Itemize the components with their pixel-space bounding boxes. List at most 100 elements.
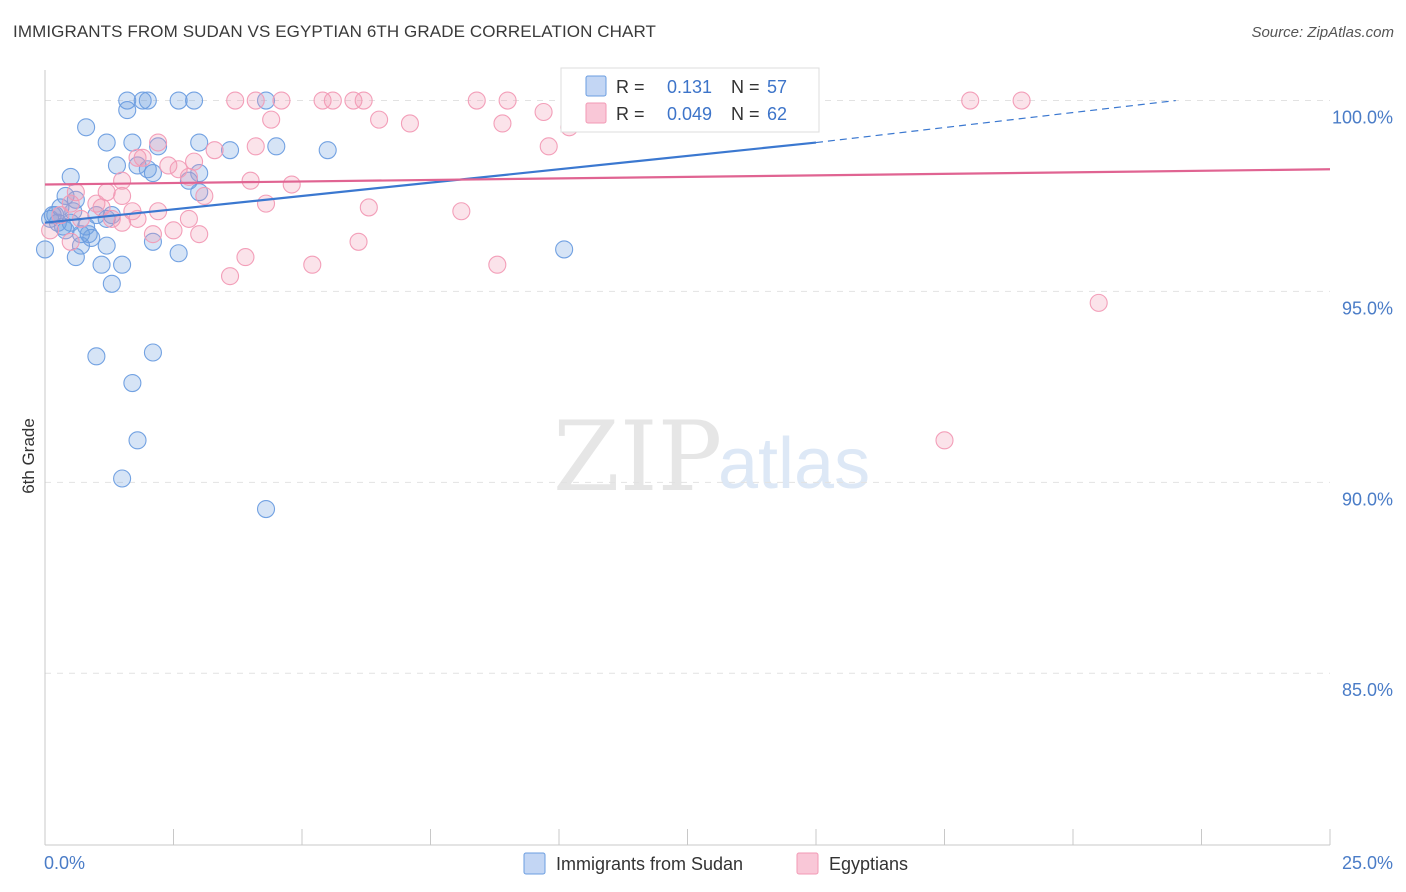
egyptians-point bbox=[246, 137, 265, 156]
sudan-point bbox=[102, 274, 121, 293]
sudan-point bbox=[61, 167, 80, 186]
legend-label-egyptians: Egyptians bbox=[829, 854, 908, 874]
sudan-point bbox=[92, 255, 111, 274]
egyptians-point bbox=[282, 175, 301, 194]
egyptians-point bbox=[185, 152, 204, 171]
egyptians-point bbox=[164, 221, 183, 240]
egyptians-point bbox=[961, 91, 980, 110]
sudan-point bbox=[77, 118, 96, 137]
legend: Immigrants from Sudan Egyptians bbox=[523, 852, 908, 875]
gridlines bbox=[45, 100, 1330, 674]
stats-r-label-sudan: R = bbox=[616, 77, 645, 97]
egyptians-point bbox=[539, 137, 558, 156]
egyptians-point bbox=[205, 141, 224, 160]
x-tick-label-max: 25.0% bbox=[1342, 853, 1393, 873]
sudan-point bbox=[169, 244, 188, 263]
egyptians-point bbox=[51, 206, 70, 225]
sudan-point bbox=[256, 91, 276, 110]
chart-title: IMMIGRANTS FROM SUDAN VS EGYPTIAN 6TH GR… bbox=[13, 22, 657, 41]
stats-n-label-sudan: N = bbox=[731, 77, 760, 97]
sudan-point bbox=[318, 141, 337, 160]
egyptians-point bbox=[149, 133, 168, 152]
egyptians-point bbox=[128, 209, 147, 228]
egyptians-point bbox=[195, 186, 214, 206]
y-tick-label: 95.0% bbox=[1342, 298, 1393, 318]
egyptians-point bbox=[493, 114, 512, 133]
stats-r-label-egyptians: R = bbox=[616, 104, 645, 124]
sudan-point bbox=[143, 343, 162, 362]
egyptians-point bbox=[359, 198, 378, 217]
sudan-point bbox=[179, 171, 198, 190]
egyptians-point bbox=[102, 209, 121, 228]
watermark-atlas: atlas bbox=[718, 424, 870, 504]
egyptians-point bbox=[1089, 293, 1108, 312]
egyptians-point bbox=[41, 221, 60, 240]
sudan-point bbox=[185, 91, 204, 110]
sudan-point bbox=[256, 499, 276, 519]
stats-swatch-egyptians bbox=[585, 102, 607, 124]
stats-r-value-sudan: 0.131 bbox=[667, 77, 712, 97]
sudan-trendline-extension bbox=[815, 99, 1176, 144]
sudan-point bbox=[113, 469, 132, 488]
sudan-point bbox=[220, 141, 240, 160]
sudan-point bbox=[35, 240, 55, 259]
stats-box: R = 0.131 N = 57 R = 0.049 N = 62 bbox=[560, 67, 820, 133]
egyptians-point bbox=[354, 91, 373, 110]
legend-label-sudan: Immigrants from Sudan bbox=[556, 854, 743, 874]
watermark-zip: ZIP bbox=[553, 401, 722, 513]
stats-n-label-egyptians: N = bbox=[731, 104, 760, 124]
stats-n-value-sudan: 57 bbox=[767, 77, 787, 97]
x-tick-label-min: 0.0% bbox=[44, 853, 85, 873]
egyptians-point bbox=[128, 148, 147, 167]
sudan-point bbox=[107, 156, 127, 175]
egyptians-point bbox=[179, 167, 198, 186]
egyptians-trendline bbox=[44, 168, 1331, 186]
sudan-point bbox=[123, 133, 142, 152]
x-axis-ticks bbox=[44, 829, 1331, 845]
egyptians-point bbox=[272, 91, 291, 110]
sudan-point bbox=[113, 255, 132, 274]
egyptians-point bbox=[220, 267, 240, 286]
legend-swatch-sudan bbox=[523, 852, 546, 875]
sudan-point bbox=[138, 91, 157, 110]
egyptians-point bbox=[113, 186, 132, 206]
egyptians-point bbox=[488, 255, 507, 274]
sudan-point bbox=[190, 133, 209, 152]
y-axis-tick-labels: 100.0% 95.0% 90.0% 85.0% bbox=[1332, 108, 1393, 701]
egyptians-point bbox=[467, 91, 486, 110]
sudan-point bbox=[143, 164, 162, 183]
egyptians-point bbox=[349, 232, 368, 251]
sudan-point bbox=[87, 347, 106, 366]
y-axis-label: 6th Grade bbox=[19, 418, 38, 494]
stats-n-value-egyptians: 62 bbox=[767, 104, 787, 124]
sudan-point bbox=[128, 431, 147, 450]
egyptians-point bbox=[169, 160, 188, 179]
egyptians-point bbox=[313, 91, 332, 110]
egyptians-point bbox=[452, 202, 471, 221]
stats-r-value-egyptians: 0.049 bbox=[667, 104, 712, 124]
sudan-point bbox=[97, 209, 116, 228]
chart-source: Source: ZipAtlas.com bbox=[1251, 24, 1394, 41]
egyptians-point bbox=[226, 91, 245, 110]
egyptians-point bbox=[143, 225, 162, 244]
stats-swatch-sudan bbox=[585, 75, 607, 97]
y-tick-label: 90.0% bbox=[1342, 489, 1393, 509]
egyptians-point bbox=[935, 431, 954, 450]
sudan-point bbox=[97, 133, 116, 152]
y-tick-label: 85.0% bbox=[1342, 680, 1393, 700]
sudan-point bbox=[118, 101, 137, 120]
sudan-point bbox=[133, 91, 152, 110]
egyptians-point bbox=[133, 148, 152, 167]
egyptians-point bbox=[256, 194, 276, 213]
trendlines bbox=[44, 99, 1331, 224]
series-egyptians-points bbox=[41, 91, 1108, 450]
egyptians-point bbox=[246, 91, 265, 110]
legend-swatch-egyptians bbox=[796, 852, 819, 875]
sudan-point bbox=[149, 137, 168, 156]
egyptians-point bbox=[370, 110, 389, 129]
sudan-point bbox=[190, 164, 209, 183]
sudan-point bbox=[66, 248, 85, 267]
sudan-point bbox=[97, 236, 116, 255]
y-tick-label: 100.0% bbox=[1332, 108, 1393, 128]
